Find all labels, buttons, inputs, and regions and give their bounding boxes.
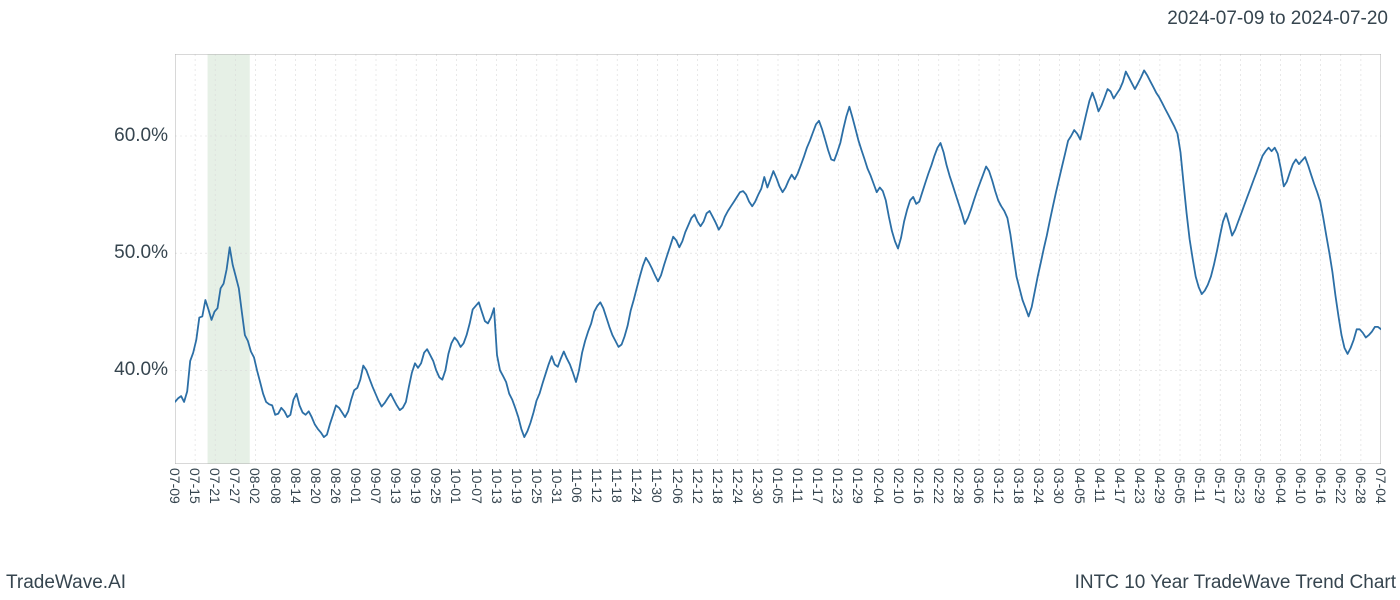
chart-area [175,54,1381,464]
x-tick-label: 08-20 [308,468,324,504]
x-tick-label: 01-05 [770,468,786,504]
x-tick-label: 12-18 [710,468,726,504]
x-tick-label: 06-10 [1293,468,1309,504]
x-tick-label: 02-04 [871,468,887,504]
x-tick-label: 04-29 [1152,468,1168,504]
x-tick-label: 04-23 [1132,468,1148,504]
x-tick-label: 06-04 [1273,468,1289,504]
x-tick-label: 04-05 [1072,468,1088,504]
brand-label: TradeWave.AI [6,572,126,594]
x-tick-label: 02-16 [911,468,927,504]
x-tick-label: 07-04 [1373,468,1389,504]
line-chart-svg [175,54,1381,464]
x-tick-label: 01-23 [830,468,846,504]
x-tick-label: 07-09 [167,468,183,504]
x-tick-label: 10-19 [509,468,525,504]
x-tick-label: 01-17 [810,468,826,504]
x-tick-label: 08-14 [288,468,304,504]
x-tick-label: 11-30 [649,468,665,503]
x-tick-label: 08-26 [328,468,344,504]
x-tick-label: 11-06 [569,468,585,503]
chart-title: INTC 10 Year TradeWave Trend Chart [1075,572,1396,594]
y-tick-label: 40.0% [114,359,168,381]
x-tick-label: 12-12 [690,468,706,504]
x-tick-label: 12-30 [750,468,766,504]
x-tick-label: 06-22 [1333,468,1349,504]
x-tick-label: 01-29 [850,468,866,504]
x-tick-label: 12-06 [670,468,686,504]
x-tick-label: 06-28 [1353,468,1369,504]
x-tick-label: 10-07 [469,468,485,504]
x-tick-label: 11-12 [589,468,605,503]
x-tick-label: 11-24 [629,468,645,503]
y-tick-label: 50.0% [114,242,168,264]
x-tick-label: 12-24 [730,468,746,504]
x-tick-label: 03-06 [971,468,987,504]
x-tick-label: 02-22 [931,468,947,504]
x-tick-label: 07-15 [187,468,203,504]
x-tick-label: 09-07 [368,468,384,504]
x-tick-label: 08-02 [247,468,263,504]
x-tick-label: 10-31 [549,468,565,504]
date-range-label: 2024-07-09 to 2024-07-20 [1167,8,1388,30]
x-tick-label: 10-25 [529,468,545,504]
x-tick-label: 05-29 [1252,468,1268,504]
x-tick-label: 03-12 [991,468,1007,504]
x-tick-label: 03-24 [1031,468,1047,504]
x-tick-label: 03-30 [1051,468,1067,504]
x-tick-label: 05-23 [1232,468,1248,504]
x-tick-label: 02-10 [891,468,907,504]
x-tick-label: 02-28 [951,468,967,504]
x-tick-label: 10-01 [448,468,464,504]
x-tick-label: 11-18 [609,468,625,503]
x-tick-label: 01-11 [790,468,806,503]
x-tick-label: 07-21 [207,468,223,504]
x-tick-label: 06-16 [1313,468,1329,504]
x-tick-label: 09-19 [408,468,424,504]
x-tick-label: 09-01 [348,468,364,504]
x-tick-label: 08-08 [268,468,284,504]
x-tick-label: 05-05 [1172,468,1188,504]
x-tick-label: 07-27 [227,468,243,504]
x-tick-label: 10-13 [489,468,505,504]
x-tick-label: 05-11 [1192,468,1208,503]
y-tick-label: 60.0% [114,125,168,147]
x-tick-label: 04-17 [1112,468,1128,504]
x-tick-label: 05-17 [1212,468,1228,504]
x-tick-label: 09-25 [428,468,444,504]
x-tick-label: 04-11 [1092,468,1108,503]
x-tick-label: 03-18 [1011,468,1027,504]
x-tick-label: 09-13 [388,468,404,504]
